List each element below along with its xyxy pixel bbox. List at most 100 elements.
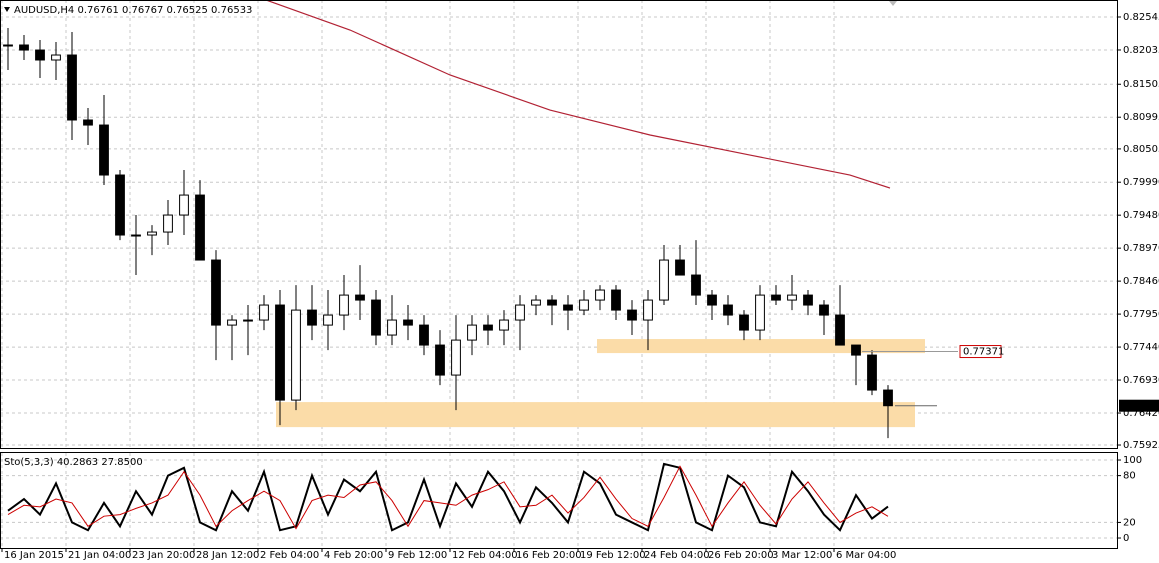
- candle-body: [323, 314, 333, 326]
- candle-body: [819, 304, 829, 316]
- candle-body: [627, 309, 637, 321]
- x-tick-label: 4 Feb 20:00: [324, 550, 383, 561]
- candle-body: [291, 309, 301, 401]
- menu-icon[interactable]: [4, 7, 10, 12]
- candle-body: [451, 339, 461, 376]
- candle-body: [51, 54, 61, 61]
- candle-body: [739, 314, 749, 331]
- candle-body: [867, 354, 877, 391]
- candle-body: [803, 294, 813, 306]
- candle-body: [371, 299, 381, 336]
- candle-body: [771, 294, 781, 301]
- candle-body: [611, 289, 621, 311]
- candle-body: [883, 389, 893, 407]
- x-tick-label: 16 Feb 20:00: [516, 550, 582, 561]
- x-tick-label: 23 Jan 20:00: [132, 550, 195, 561]
- candle-body: [483, 324, 493, 331]
- candle-body: [275, 304, 285, 401]
- candle-body: [707, 294, 717, 306]
- candle-body: [643, 299, 653, 321]
- candle-body: [163, 214, 173, 233]
- candle-body: [115, 174, 125, 236]
- candle-body: [659, 259, 669, 301]
- stochastic-line: [7, 465, 889, 530]
- zone: [276, 402, 915, 428]
- candle-body: [563, 304, 573, 311]
- candle-body: [547, 299, 557, 306]
- candle-body: [355, 294, 365, 301]
- chart-title: AUDUSD,H4 0.76761 0.76767 0.76525 0.7653…: [14, 5, 252, 16]
- candle-body: [387, 319, 397, 336]
- candle-body: [403, 319, 413, 326]
- x-tick-label: 3 Mar 12:00: [772, 550, 832, 561]
- candle-body: [467, 324, 477, 341]
- axes: 0.82545 0.82035 0.81505 0.80995 0.80505 0.799…: [1, 12, 1159, 561]
- x-tick-label: 21 Jan 04:00: [68, 550, 131, 561]
- zone: [597, 339, 925, 354]
- x-tick-label: 19 Feb 12:00: [580, 550, 646, 561]
- candle-body: [243, 319, 253, 322]
- y-tick-label: 0.82545: [1123, 12, 1159, 23]
- candle-body: [147, 231, 157, 236]
- main-plot: [1, 1, 1117, 448]
- candle-body: [19, 44, 29, 51]
- candle-body: [211, 259, 221, 326]
- y-tick-label: 80: [1123, 471, 1136, 482]
- current-price-box: [1119, 399, 1159, 412]
- indicator-title: Sto(5,3,3) 40.2863 27.8500: [4, 457, 143, 468]
- candle-body: [195, 194, 205, 261]
- main-frame: [0, 0, 1118, 449]
- y-tick-label: 0.80505: [1123, 144, 1159, 155]
- current-price: 0.76533: [1122, 401, 1159, 412]
- candle-body: [675, 259, 685, 276]
- x-tick-label: 28 Jan 12:00: [196, 550, 259, 561]
- candle-body: [515, 304, 525, 321]
- y-tick-label: 0: [1123, 533, 1129, 544]
- candle-body: [835, 314, 845, 346]
- candle-body: [35, 49, 45, 61]
- candle-body: [499, 319, 509, 331]
- x-tick-label: 6 Mar 04:00: [836, 550, 896, 561]
- price-label: 0.77371: [963, 347, 1004, 358]
- sub-frame: [0, 452, 1118, 549]
- candle-body: [227, 319, 237, 326]
- candle-body: [131, 234, 141, 237]
- y-tick-label: 20: [1123, 517, 1136, 528]
- candle-body: [3, 44, 13, 47]
- x-tick-label: 26 Feb 20:00: [708, 550, 774, 561]
- x-tick-label: 24 Feb 04:00: [644, 550, 710, 561]
- candle-body: [179, 194, 189, 216]
- y-tick-label: 100: [1123, 455, 1142, 466]
- y-tick-label: 0.75925: [1123, 440, 1159, 451]
- x-tick-label: 16 Jan 2015: [4, 550, 64, 561]
- candle-body: [723, 304, 733, 316]
- candle-body: [339, 294, 349, 316]
- candle-body: [691, 274, 701, 296]
- candle-body: [755, 294, 765, 331]
- sub-plot: [1, 453, 1117, 548]
- candle-body: [579, 299, 589, 311]
- x-tick-label: 2 Feb 04:00: [260, 550, 319, 561]
- shift-marker: [889, 1, 897, 6]
- candle-body: [787, 294, 797, 301]
- x-tick-label: 12 Feb 04:00: [452, 550, 518, 561]
- candle-body: [259, 304, 269, 321]
- candle-body: [307, 309, 317, 326]
- candle-body: [851, 344, 861, 356]
- price-label-box: [959, 345, 1002, 359]
- x-tick-label: 9 Feb 12:00: [388, 550, 447, 561]
- candle-body: [419, 324, 429, 346]
- candle-body: [83, 119, 93, 126]
- candle-body: [67, 54, 77, 121]
- y-tick-label: 0.80995: [1123, 112, 1159, 123]
- candle-body: [435, 344, 445, 376]
